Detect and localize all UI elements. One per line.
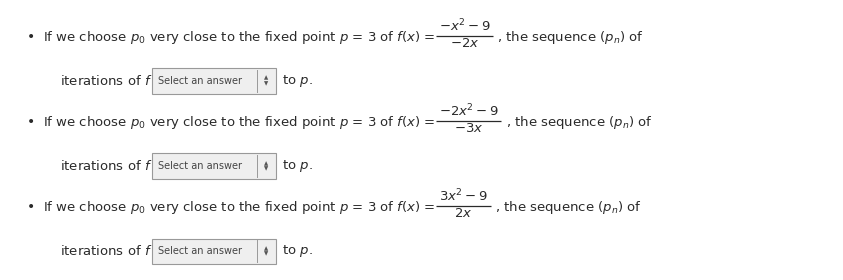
- Text: ▼: ▼: [264, 81, 268, 86]
- Text: $-2x^2 - 9$: $-2x^2 - 9$: [438, 103, 499, 120]
- Text: $-3x$: $-3x$: [454, 122, 484, 135]
- Text: Select an answer: Select an answer: [158, 246, 243, 256]
- Text: ▼: ▼: [264, 251, 268, 256]
- Text: ▲: ▲: [264, 246, 268, 251]
- Text: ▲: ▲: [264, 161, 268, 166]
- FancyBboxPatch shape: [152, 68, 276, 94]
- Text: iterations of $f$: iterations of $f$: [60, 244, 152, 258]
- Text: •: •: [27, 115, 35, 129]
- Text: •: •: [27, 30, 35, 44]
- Text: Select an answer: Select an answer: [158, 76, 243, 86]
- Text: , the sequence $(p_n)$ of: , the sequence $(p_n)$ of: [495, 199, 642, 216]
- Text: •: •: [27, 200, 35, 214]
- Text: ▼: ▼: [264, 166, 268, 171]
- Text: to $p$.: to $p$.: [278, 73, 313, 89]
- Text: $- 2x$: $- 2x$: [450, 37, 480, 50]
- Text: $3x^2 - 9$: $3x^2 - 9$: [439, 188, 488, 205]
- Text: , the sequence $(p_n)$ of: , the sequence $(p_n)$ of: [497, 29, 644, 46]
- Text: If we choose $p_0$ very close to the fixed point $p$ = 3 of $f(x)$ =: If we choose $p_0$ very close to the fix…: [43, 29, 436, 46]
- FancyBboxPatch shape: [152, 239, 276, 264]
- Text: If we choose $p_0$ very close to the fixed point $p$ = 3 of $f(x)$ =: If we choose $p_0$ very close to the fix…: [43, 199, 436, 216]
- Text: , the sequence $(p_n)$ of: , the sequence $(p_n)$ of: [506, 114, 652, 131]
- Text: Select an answer: Select an answer: [158, 161, 243, 171]
- Text: ▲: ▲: [264, 76, 268, 81]
- Text: If we choose $p_0$ very close to the fixed point $p$ = 3 of $f(x)$ =: If we choose $p_0$ very close to the fix…: [43, 114, 436, 131]
- Text: to $p$.: to $p$.: [278, 243, 313, 259]
- Text: iterations of $f$: iterations of $f$: [60, 74, 152, 88]
- Text: iterations of $f$: iterations of $f$: [60, 159, 152, 173]
- Text: $2x$: $2x$: [454, 207, 473, 220]
- Text: to $p$.: to $p$.: [278, 158, 313, 174]
- FancyBboxPatch shape: [152, 153, 276, 179]
- Text: $-x^2 - 9$: $-x^2 - 9$: [439, 18, 491, 35]
